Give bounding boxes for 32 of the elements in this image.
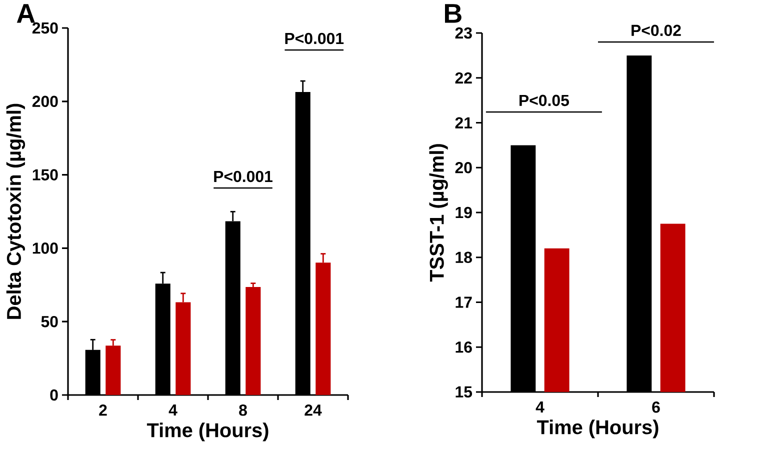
annotation: P<0.05: [520, 94, 569, 106]
y-tick-label: 20: [455, 162, 472, 174]
y-tick-label: 15: [456, 386, 472, 398]
y-tick-label: 17: [456, 296, 472, 308]
y-tick-label: 50: [41, 316, 58, 328]
y-tick-label: 23: [455, 27, 472, 39]
y-tick-label: 19: [456, 206, 472, 218]
x-axis-title: Time (Hours): [146, 422, 268, 442]
y-tick-label: 0: [50, 389, 58, 401]
y-tick-label: 200: [32, 96, 58, 108]
y-tick-label: 16: [456, 341, 472, 353]
y-axis-title: Delta Cytotoxin (µg/ml): [6, 104, 26, 319]
annotation: P<0.02: [632, 24, 681, 36]
y-axis-title: TSST-1 (µg/ml): [429, 144, 448, 282]
x-tick-label: 6: [652, 402, 660, 413]
annotation: P<0.001: [285, 32, 344, 44]
chart-title: A: [16, 4, 35, 23]
x-tick-label: 8: [239, 404, 247, 416]
chart-title: B: [445, 4, 462, 23]
annotation: P<0.001: [214, 170, 272, 182]
y-tick-label: 22: [455, 72, 472, 84]
x-tick-label: 4: [536, 402, 544, 412]
y-tick-label: 21: [455, 117, 472, 128]
x-tick-label: 24: [304, 404, 322, 416]
y-tick-label: 18: [456, 252, 472, 264]
y-tick-label: 250: [32, 22, 58, 34]
bar: [246, 286, 261, 395]
x-tick-label: 2: [99, 404, 107, 416]
x-axis-title: Time (Hours): [536, 420, 658, 438]
x-tick-label: 4: [168, 404, 178, 416]
y-tick-label: 100: [32, 242, 58, 254]
y-tick-label: 150: [32, 169, 58, 180]
